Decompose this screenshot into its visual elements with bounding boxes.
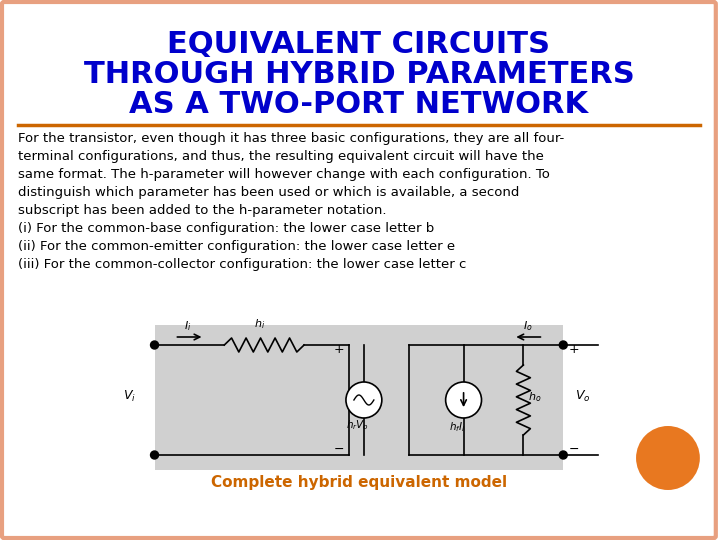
Circle shape: [150, 341, 158, 349]
Text: $h_r V_o$: $h_r V_o$: [346, 418, 369, 432]
Text: Complete hybrid equivalent model: Complete hybrid equivalent model: [211, 475, 507, 489]
Text: +: +: [568, 343, 579, 356]
Text: EQUIVALENT CIRCUITS: EQUIVALENT CIRCUITS: [167, 30, 550, 59]
Text: AS A TWO-PORT NETWORK: AS A TWO-PORT NETWORK: [130, 90, 588, 119]
Text: THROUGH HYBRID PARAMETERS: THROUGH HYBRID PARAMETERS: [84, 60, 634, 89]
Text: +: +: [334, 343, 345, 356]
Text: $h_i$: $h_i$: [254, 317, 266, 331]
Text: For the transistor, even though it has three basic configurations, they are all : For the transistor, even though it has t…: [18, 132, 564, 271]
Bar: [155, 325, 563, 470]
Circle shape: [150, 451, 158, 459]
Circle shape: [446, 382, 482, 418]
Text: −: −: [568, 443, 579, 456]
Text: −: −: [334, 443, 344, 456]
Circle shape: [636, 426, 700, 490]
Text: $h_o$: $h_o$: [528, 390, 542, 404]
Circle shape: [559, 341, 567, 349]
Text: $I_o$: $I_o$: [523, 319, 533, 333]
Text: $V_o$: $V_o$: [575, 389, 591, 404]
Circle shape: [559, 451, 567, 459]
Circle shape: [346, 382, 382, 418]
Text: $V_i$: $V_i$: [123, 389, 136, 404]
Text: $h_f I_i$: $h_f I_i$: [449, 420, 465, 434]
Text: $I_i$: $I_i$: [184, 319, 192, 333]
